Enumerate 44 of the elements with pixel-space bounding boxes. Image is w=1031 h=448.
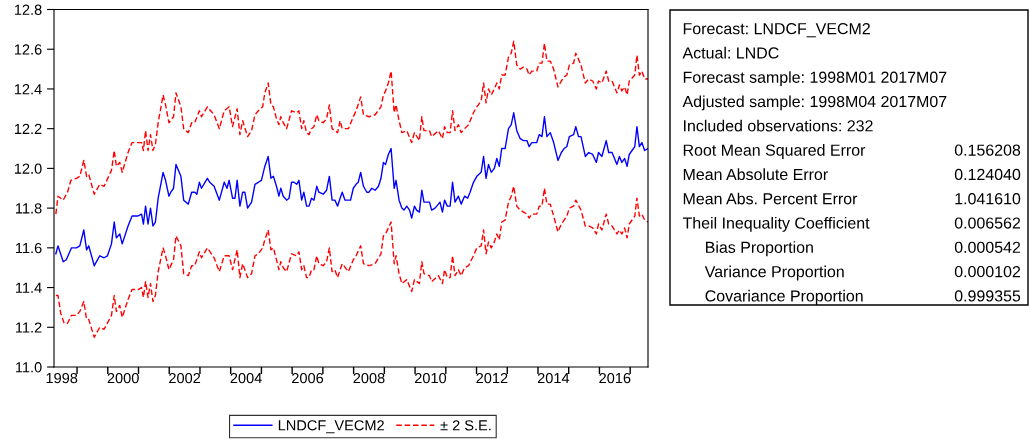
text: 0.000542 <box>954 241 1021 253</box>
y-tick-label: 11.6 <box>16 242 42 254</box>
category-label: Mean Abs. Percent Error <box>683 192 858 205</box>
text: Forecast: LNDCF_VECM2 <box>683 22 870 38</box>
text: 0.124040 <box>954 168 1021 181</box>
x-tick-label: 2006 <box>292 372 324 384</box>
text: Actual: LNDC <box>682 46 779 59</box>
text: 0.156208 <box>954 144 1021 156</box>
y-tick-label: 12.0 <box>14 163 42 174</box>
x-tick-label: 1998 <box>46 372 78 384</box>
x-tick-label: 2010 <box>414 372 447 384</box>
category-label: Variance Proportion <box>704 265 844 281</box>
text: 0.999355 <box>954 290 1021 302</box>
text: Adjusted sample: 1998M04 2017M07 <box>682 95 947 111</box>
text: 1.041610 <box>955 193 1021 205</box>
y-tick-label: 11.0 <box>16 362 42 373</box>
y-tick-label: 12.4 <box>14 84 42 95</box>
line-series <box>55 185 648 338</box>
y-tick-label: 11.2 <box>16 322 42 333</box>
legend-label: ± 2 S.E. <box>440 420 491 431</box>
y-tick-label: 11.4 <box>16 282 42 293</box>
category-label: Bias Proportion <box>706 241 813 257</box>
text: 0.006562 <box>954 217 1021 229</box>
y-tick-label: 12.8 <box>14 4 42 15</box>
y-tick-label: 11.8 <box>16 203 42 214</box>
line-series <box>55 112 648 267</box>
x-tick-label: 2016 <box>599 372 631 384</box>
category-label: Root Mean Squared Error <box>683 144 866 159</box>
category-label: Covariance Proportion <box>705 289 863 305</box>
text: Forecast sample: 1998M01 2017M07 <box>683 71 947 87</box>
x-tick-label: 2002 <box>169 372 201 384</box>
text: 0.000102 <box>954 265 1021 278</box>
x-tick-label: 2014 <box>537 372 570 384</box>
x-tick-label: 2000 <box>107 372 139 384</box>
x-tick-label: 2012 <box>476 372 508 384</box>
x-tick-label: 2004 <box>230 372 262 384</box>
text: Included observations: 232 <box>684 119 873 132</box>
category-label: Mean Absolute Error <box>683 168 828 181</box>
legend-label: LNDCF_VECM2 <box>278 420 384 434</box>
category-label: Theil Inequality Coefficient <box>682 216 870 232</box>
line-series <box>55 40 648 215</box>
x-tick-label: 2008 <box>353 372 385 384</box>
y-tick-label: 12.2 <box>14 123 42 134</box>
y-tick-label: 12.6 <box>14 44 42 55</box>
